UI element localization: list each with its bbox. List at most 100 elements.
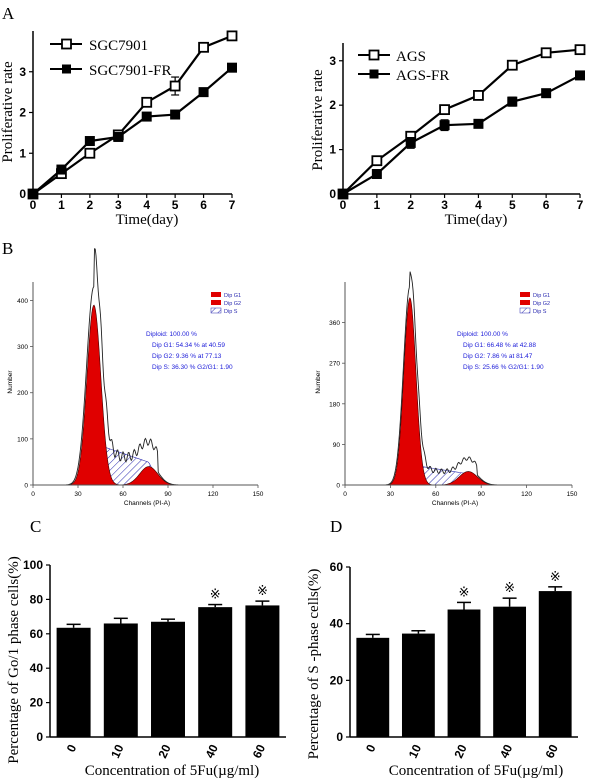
y-tick-label: 1 [19, 146, 26, 160]
panel-label-d: D [330, 517, 342, 536]
x-tick-label: 0 [363, 742, 379, 754]
legend-label-g2: Dip G2 [533, 301, 550, 307]
x-axis-label: Time(day) [116, 212, 179, 228]
stats-line-1: Diploid: 100.00 % [457, 331, 508, 338]
legend-label-g1: Dip G1 [224, 293, 241, 299]
flow-histogram-left: 0 30 60 90 120 150 0 100 200 300 400 Number Channe… [7, 248, 264, 507]
bar [151, 621, 185, 737]
y-tick-label: 270 [329, 361, 340, 368]
x-tick-label: 1 [374, 198, 381, 212]
bar [103, 623, 138, 737]
x-tick-label: 60 [119, 491, 127, 498]
significance-mark: ※ [459, 585, 470, 600]
x-tick-label: 7 [229, 198, 236, 212]
bar [538, 591, 572, 737]
bar [356, 637, 390, 737]
legend-marker-filled-square [62, 64, 71, 74]
axes: 0 30 60 90 120 150 0 90 180 270 360 [329, 282, 578, 498]
x-tick-label: 6 [543, 198, 550, 212]
growth-chart-sgc7901: 0 1 2 3 4 5 6 7 0 1 2 3 Proliferative rate Time(day… [0, 30, 238, 228]
legend-swatch-s [210, 307, 222, 314]
y-tick-label: 60 [30, 627, 44, 641]
x-tick-label: 150 [567, 491, 578, 498]
y-tick-label: 0 [336, 483, 340, 490]
data-point [227, 62, 237, 73]
legend-marker-open-square [368, 49, 380, 61]
x-tick-label: 1 [58, 198, 65, 212]
bars: ※ ※ [56, 584, 280, 737]
x-tick-label: 20 [155, 742, 173, 760]
x-tick-label: 60 [250, 742, 268, 760]
x-tick-label: 30 [74, 491, 82, 498]
legend-label-sgc7901-fr: SGC7901-FR [89, 63, 172, 79]
data-point [541, 88, 552, 99]
bars: ※ ※ ※ [356, 570, 572, 737]
data-point [405, 137, 416, 148]
y-axis-label: Number [7, 370, 14, 394]
x-tick-label: 10 [406, 742, 424, 760]
y-axis-label: Number [315, 370, 322, 394]
y-tick-label: 360 [329, 320, 340, 327]
stats-line-2: Dip G1: 66.48 % at 42.88 [463, 342, 536, 349]
y-tick-label: 3 [19, 65, 26, 79]
y-tick-label: 0 [336, 730, 343, 744]
data-point [113, 131, 124, 142]
x-tick-label: 120 [521, 491, 532, 498]
x-axis-label: Time(day) [445, 212, 508, 228]
x-tick-label: 90 [164, 491, 172, 498]
x-tick-label: 4 [143, 198, 150, 212]
x-tick-label: 6 [200, 198, 207, 212]
panel-label-c: C [30, 517, 41, 536]
y-tick-label: 0 [36, 730, 43, 744]
legend: Dip G1 Dip G2 Dip S [210, 292, 241, 315]
y-tick-label: 100 [17, 436, 28, 443]
x-tick-label: 7 [577, 198, 584, 212]
histogram-outline [375, 271, 512, 486]
data-point [473, 90, 484, 101]
bar [245, 605, 280, 737]
legend-label-ags: AGS [396, 49, 426, 65]
axes: 0 30 60 90 120 150 0 100 200 300 400 [17, 282, 264, 498]
stats-line-3: Dip G2: 9.36 % at 77.13 [152, 353, 222, 360]
data-point [575, 70, 585, 81]
legend-label-s: Dip S [533, 309, 547, 315]
data-point [84, 147, 96, 159]
axes [29, 31, 233, 198]
x-tick-label: 40 [497, 742, 515, 760]
legend: AGS AGS-FR [358, 49, 449, 84]
data-point [540, 47, 552, 59]
significance-mark: ※ [550, 570, 561, 585]
legend-label-sgc7901: SGC7901 [89, 38, 148, 54]
y-tick-label: 3 [329, 54, 336, 68]
legend: SGC7901 SGC7901-FR [50, 38, 172, 79]
tick-labels: 0 1 2 3 4 5 6 7 0 1 2 3 [329, 54, 583, 212]
stats-line-3: Dip G2: 7.86 % at 81.47 [463, 353, 533, 360]
bar-chart-s-phase: 0 20 40 60 0 10 20 40 60 ※ ※ ※ Percentage of S -ph… [306, 560, 578, 779]
y-tick-label: 2 [19, 106, 26, 120]
y-axis-label: Proliferative rate [0, 61, 16, 163]
series-marks [27, 30, 238, 200]
g1-peak [65, 304, 122, 486]
y-axis-label: Percentage of S -phase cells(%) [306, 569, 322, 760]
series-line [342, 48, 581, 195]
panel-label-a: A [2, 4, 15, 23]
data-point [170, 109, 181, 120]
x-tick-label: 3 [115, 198, 122, 212]
flow-histogram-right: 0 30 60 90 120 150 0 90 180 270 360 Number Channel… [315, 271, 578, 507]
y-tick-label: 400 [17, 298, 28, 305]
x-tick-label: 0 [340, 198, 347, 212]
axes [339, 43, 581, 198]
significance-mark: ※ [504, 581, 515, 596]
series-line [342, 74, 581, 195]
data-point [28, 189, 38, 199]
x-axis-label: Concentration of 5Fu(µg/ml) [389, 763, 563, 779]
y-tick-label: 20 [330, 673, 344, 687]
legend-marker-filled-square [369, 69, 379, 79]
data-point [473, 118, 484, 129]
x-tick-label: 10 [108, 742, 126, 760]
data-point [338, 189, 348, 199]
y-tick-label: 200 [17, 390, 28, 397]
stats-box: Diploid: 100.00 % Dip G1: 54.34 % at 40.… [146, 331, 233, 371]
data-point [506, 59, 518, 71]
y-tick-label: 40 [330, 617, 344, 631]
